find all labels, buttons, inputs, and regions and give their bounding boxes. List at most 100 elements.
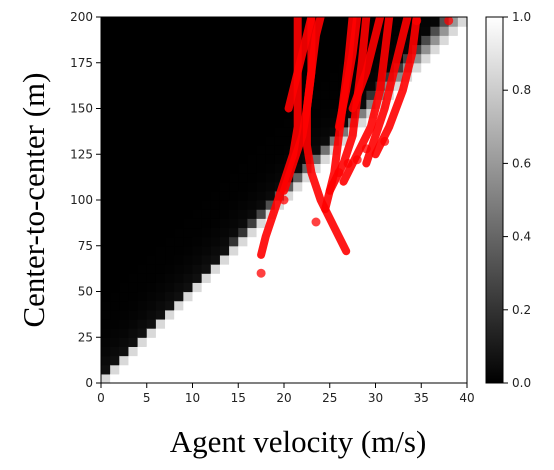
heatmap-cell (384, 200, 395, 210)
heatmap-cell (183, 236, 194, 247)
heatmap-cell (183, 200, 194, 210)
heatmap-cell (247, 355, 258, 366)
heatmap-cell (256, 337, 267, 347)
heatmap-cell (119, 108, 130, 119)
heatmap-cell (256, 17, 267, 27)
heatmap-cell (393, 273, 404, 283)
heatmap-cell (375, 154, 386, 164)
heatmap-cell (155, 273, 166, 283)
heatmap-cell (348, 227, 358, 238)
heatmap-cell (311, 135, 322, 146)
heatmap-cell (311, 245, 322, 256)
heatmap-cell (229, 300, 239, 311)
heatmap-cell (128, 181, 139, 192)
heatmap-cell (201, 300, 212, 311)
heatmap-cell (146, 282, 157, 293)
heatmap-cell (357, 163, 367, 174)
heatmap-cell (284, 309, 294, 320)
heatmap-cell (201, 181, 212, 192)
heatmap-cell (448, 81, 459, 91)
heatmap-cell (219, 282, 230, 293)
heatmap-cell (137, 291, 148, 302)
heatmap-cell (348, 373, 358, 384)
heatmap-cell (448, 300, 459, 311)
heatmap-cell (137, 44, 148, 55)
heatmap-cell (165, 90, 175, 100)
heatmap-cell (219, 172, 230, 183)
heatmap-cell (128, 190, 139, 201)
heatmap-cell (219, 254, 230, 265)
heatmap-cell (421, 17, 431, 27)
heatmap-cell (210, 145, 221, 155)
heatmap-cell (101, 300, 111, 311)
heatmap-cell (366, 209, 377, 219)
heatmap-cell (219, 227, 230, 238)
heatmap-cell (247, 117, 258, 128)
heatmap-cell (320, 26, 331, 36)
heatmap-cell (402, 126, 413, 137)
heatmap-cell (101, 209, 111, 219)
heatmap-cell (265, 90, 276, 100)
heatmap-cell (320, 309, 331, 320)
heatmap-cell (146, 35, 157, 46)
heatmap-cell (274, 309, 285, 320)
heatmap-cell (329, 126, 340, 137)
heatmap-cell (146, 273, 157, 283)
heatmap-cell (320, 163, 331, 174)
heatmap-cell (165, 218, 175, 229)
heatmap-cell (146, 126, 157, 137)
heatmap-cell (247, 163, 258, 174)
heatmap-cell (293, 245, 303, 256)
heatmap-cell (238, 346, 248, 357)
heatmap-cell (155, 44, 166, 55)
heatmap-cell (284, 200, 294, 210)
heatmap-cell (393, 245, 404, 256)
heatmap-cell (265, 373, 276, 384)
heatmap-cell (219, 200, 230, 210)
heatmap-cell (329, 318, 340, 329)
heatmap-cell (229, 236, 239, 247)
heatmap-cell (210, 300, 221, 311)
heatmap-cell (366, 181, 377, 192)
heatmap-cell (155, 145, 166, 155)
heatmap-cell (174, 154, 184, 164)
heatmap-cell (229, 163, 239, 174)
heatmap-cell (375, 44, 386, 55)
trajectory-point (380, 136, 390, 146)
heatmap-cell (439, 90, 450, 100)
heatmap-cell (448, 254, 459, 265)
heatmap-cell (165, 81, 175, 91)
heatmap-cell (137, 53, 148, 64)
heatmap-cell (146, 291, 157, 302)
heatmap-cell (412, 364, 422, 375)
heatmap-cell (421, 227, 431, 238)
heatmap-cell (421, 172, 431, 183)
heatmap-cell (137, 90, 148, 100)
heatmap-cell (274, 135, 285, 146)
heatmap-cell (329, 71, 340, 82)
heatmap-cell (238, 99, 248, 110)
heatmap-cell (393, 346, 404, 357)
heatmap-cell (448, 26, 459, 36)
heatmap-cell (229, 227, 239, 238)
heatmap-cell (101, 17, 111, 27)
heatmap-cell (229, 328, 239, 338)
heatmap-cell (320, 81, 331, 91)
heatmap-cell (247, 373, 258, 384)
heatmap-cell (137, 300, 148, 311)
heatmap-cell (357, 364, 367, 375)
heatmap-cell (421, 337, 431, 347)
heatmap-cell (155, 328, 166, 338)
heatmap-cell (430, 117, 441, 128)
heatmap-cell (457, 135, 468, 146)
heatmap-cell (247, 273, 258, 283)
heatmap-cell (101, 309, 111, 320)
heatmap-cell (183, 300, 194, 311)
heatmap-cell (274, 236, 285, 247)
heatmap-cell (457, 35, 468, 46)
heatmap-cell (412, 126, 422, 137)
heatmap-cell (402, 373, 413, 384)
heatmap-cell (329, 291, 340, 302)
heatmap-cell (238, 364, 248, 375)
heatmap-cell (348, 337, 358, 347)
